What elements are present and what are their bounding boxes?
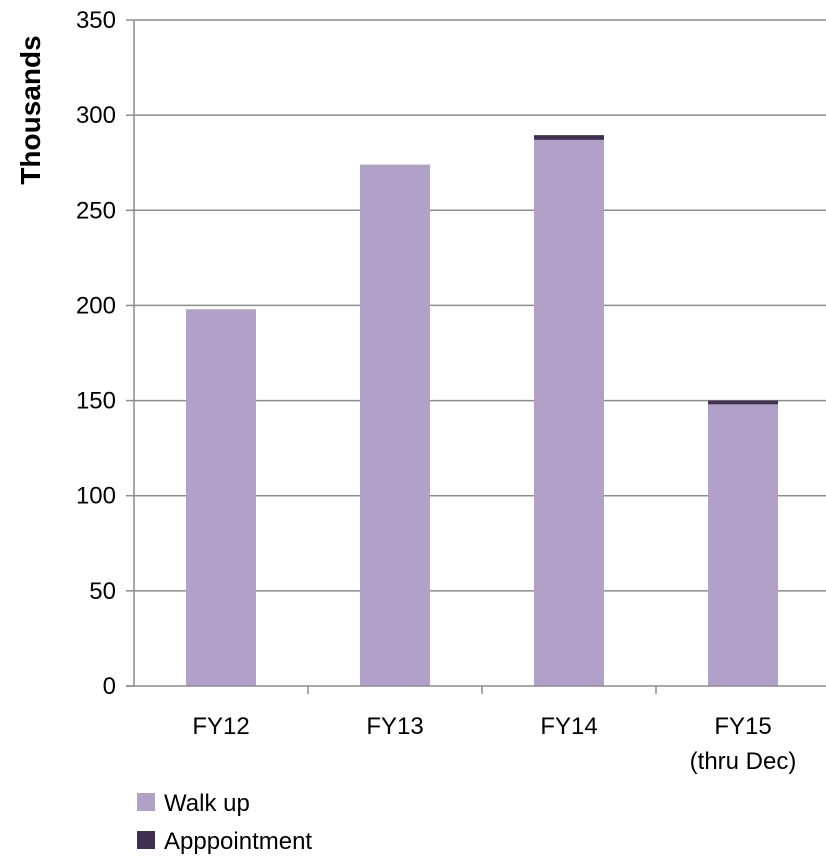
y-tick-label: 200 <box>76 292 116 319</box>
legend-label: Walk up <box>164 790 250 817</box>
y-tick-label: 250 <box>76 197 116 224</box>
x-tick-label: FY15 <box>714 713 771 740</box>
bar-appointment <box>534 135 604 140</box>
legend-label: Apppointment <box>164 828 312 855</box>
bars <box>186 135 778 687</box>
bar-walk-up <box>708 404 778 686</box>
y-tick-labels: 0 50 100 150 200 250 300 350 <box>76 7 116 700</box>
y-tick-label: 150 <box>76 388 116 415</box>
y-tick-label: 300 <box>76 102 116 129</box>
legend-swatch <box>137 831 155 849</box>
y-axis-title: Thousands <box>15 35 46 184</box>
y-tick-label: 350 <box>76 7 116 34</box>
y-tick-label: 0 <box>103 673 116 700</box>
x-tick-label: (thru Dec) <box>690 748 797 775</box>
legend-swatch <box>137 793 155 811</box>
y-tick-label: 100 <box>76 483 116 510</box>
y-tick-label: 50 <box>89 578 116 605</box>
bar-walk-up <box>186 309 256 686</box>
legend: Walk up Apppointment <box>137 790 312 855</box>
x-tick-label: FY12 <box>192 713 249 740</box>
bar-walk-up <box>360 164 430 687</box>
x-tick-label: FY14 <box>540 713 597 740</box>
bar-appointment <box>708 400 778 405</box>
x-tick-labels: FY12 FY13 FY14 FY15 (thru Dec) <box>192 713 796 775</box>
bar-walk-up <box>534 139 604 686</box>
axes <box>126 19 826 694</box>
x-tick-label: FY13 <box>366 713 423 740</box>
